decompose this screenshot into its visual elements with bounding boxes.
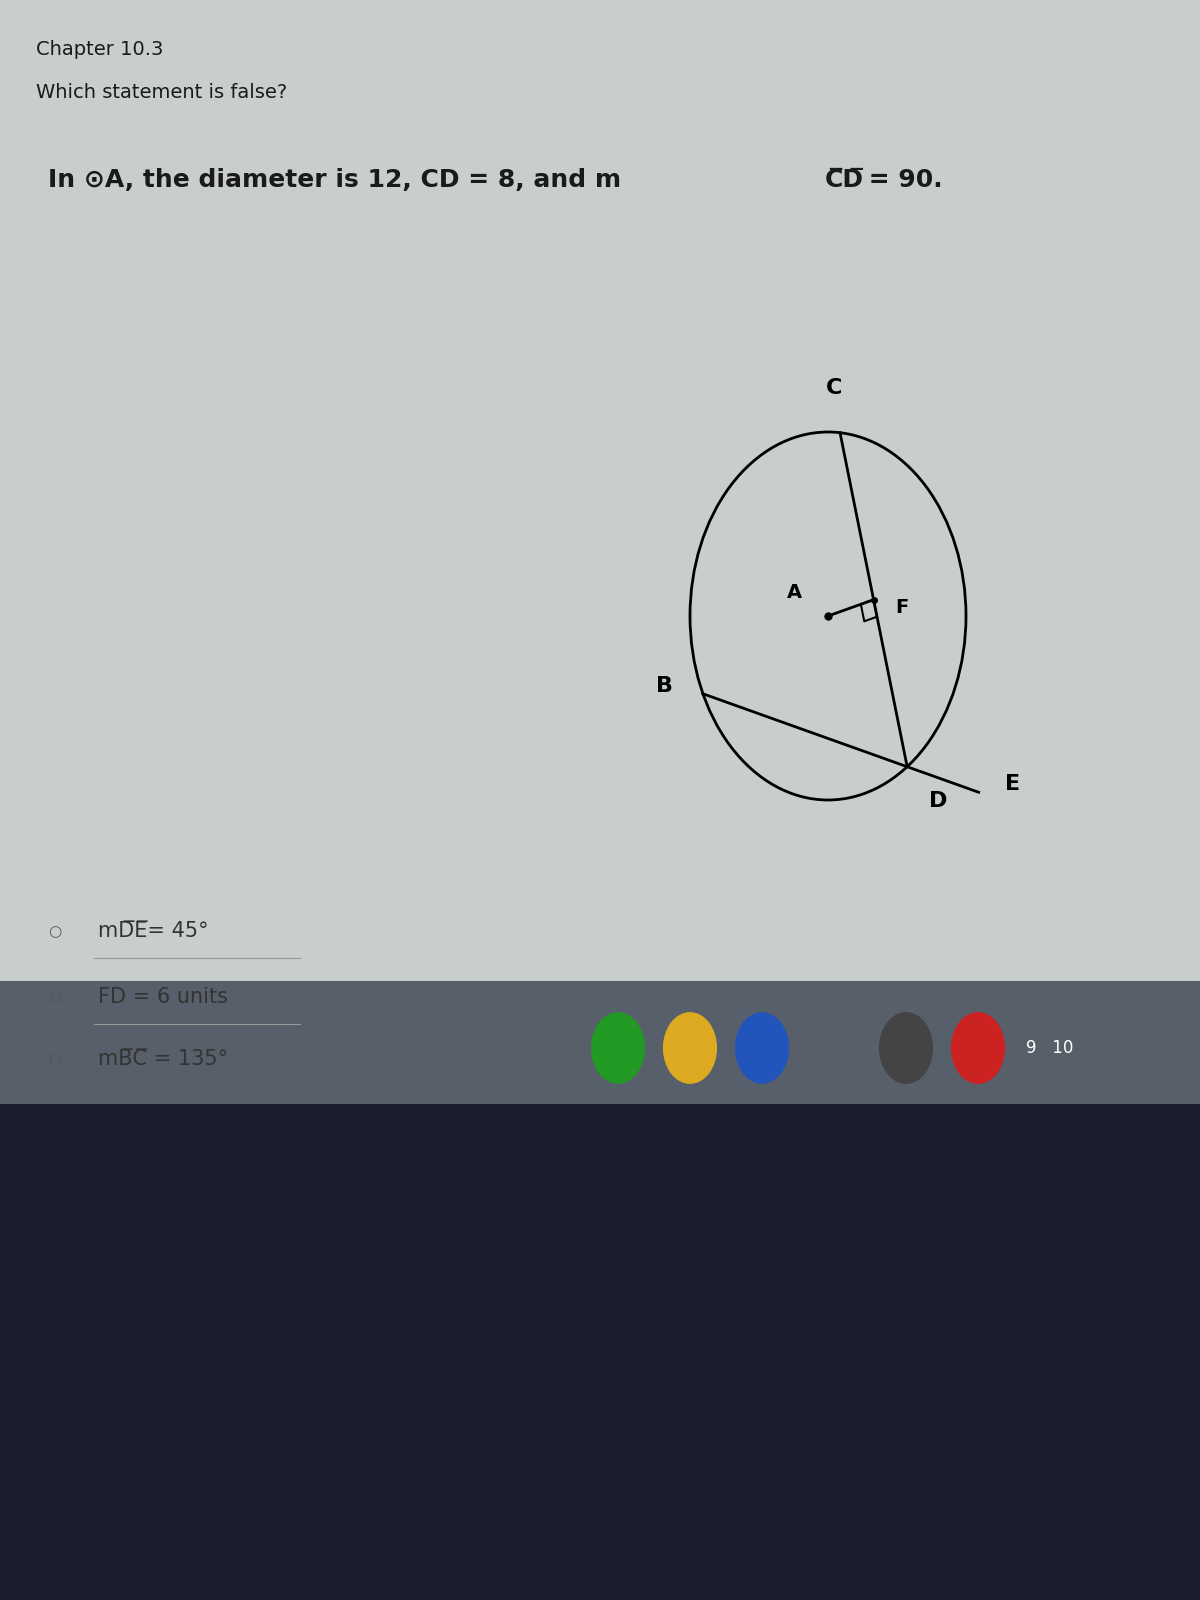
Text: mD̅E̅= 45°: mD̅E̅= 45° xyxy=(98,922,209,941)
Text: E: E xyxy=(1006,774,1020,794)
Text: mB̅C̅ = 135°: mB̅C̅ = 135° xyxy=(98,1050,228,1069)
Text: In ⊙A, the diameter is 12, CD = 8, and m: In ⊙A, the diameter is 12, CD = 8, and m xyxy=(48,168,622,192)
Text: 9   10: 9 10 xyxy=(1026,1038,1073,1058)
FancyBboxPatch shape xyxy=(0,981,1200,1112)
Circle shape xyxy=(952,1013,1004,1083)
Circle shape xyxy=(664,1013,716,1083)
Text: B: B xyxy=(656,675,673,696)
Circle shape xyxy=(880,1013,932,1083)
Text: C: C xyxy=(826,378,842,397)
Text: C̅D̅: C̅D̅ xyxy=(824,168,864,192)
Text: A: A xyxy=(786,582,802,602)
Circle shape xyxy=(736,1013,788,1083)
Circle shape xyxy=(592,1013,644,1083)
Text: Which statement is false?: Which statement is false? xyxy=(36,83,287,102)
Text: ○: ○ xyxy=(48,923,61,939)
Text: Chapter 10.3: Chapter 10.3 xyxy=(36,40,163,59)
Text: FD = 6 units: FD = 6 units xyxy=(98,987,228,1006)
Text: D: D xyxy=(929,790,947,811)
Text: ○: ○ xyxy=(48,1051,61,1067)
Text: F: F xyxy=(895,598,908,618)
FancyBboxPatch shape xyxy=(0,0,1200,992)
Text: ○: ○ xyxy=(48,989,61,1005)
Text: = 90.: = 90. xyxy=(860,168,943,192)
FancyBboxPatch shape xyxy=(0,1104,1200,1600)
